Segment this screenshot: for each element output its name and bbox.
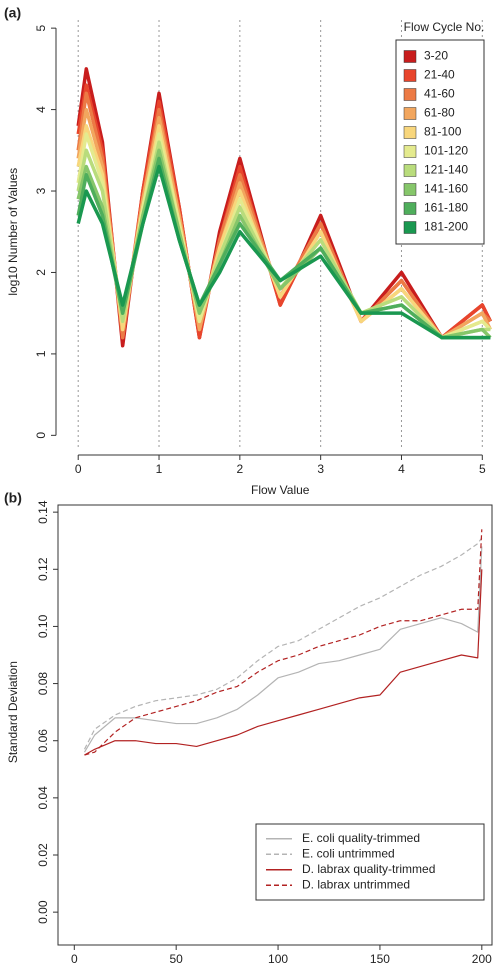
x-tick-label: 100 xyxy=(268,952,288,966)
x-tick-label: 50 xyxy=(169,952,183,966)
legend-swatch xyxy=(403,126,417,139)
legend-swatch xyxy=(403,183,417,196)
y-tick-label: 0 xyxy=(34,432,48,439)
y-tick-label: 5 xyxy=(34,24,48,31)
panel-label: (b) xyxy=(4,490,22,506)
legend-title: Flow Cycle No. xyxy=(404,20,485,34)
series-line xyxy=(83,546,483,753)
y-axis-label: log10 Number of Values xyxy=(6,168,20,296)
x-tick-label: 3 xyxy=(317,462,324,476)
y-tick-label: 0.06 xyxy=(36,729,50,753)
y-tick-label: 0.12 xyxy=(36,557,50,581)
plot-frame xyxy=(57,504,493,946)
x-tick-label: 5 xyxy=(479,462,486,476)
legend-label: 141-160 xyxy=(424,182,468,196)
legend-swatch xyxy=(403,50,417,63)
legend-swatch xyxy=(403,164,417,177)
x-tick-label: 150 xyxy=(370,952,390,966)
legend-label: 41-60 xyxy=(424,87,455,101)
y-tick-label: 0.00 xyxy=(36,900,50,924)
legend-swatch xyxy=(403,88,417,101)
legend-box xyxy=(255,823,485,901)
legend-label: E. coli untrimmed xyxy=(302,846,395,860)
x-tick-label: 4 xyxy=(398,462,405,476)
series-line xyxy=(76,164,491,340)
legend-swatch xyxy=(403,107,417,120)
x-tick-label: 1 xyxy=(156,462,163,476)
y-tick-label: 0.10 xyxy=(36,614,50,638)
x-axis-label: Flow Value xyxy=(251,483,310,497)
legend-swatch xyxy=(403,202,417,215)
legend-label: 3-20 xyxy=(424,49,448,63)
y-tick-label: 0.14 xyxy=(36,500,50,524)
legend-swatch xyxy=(403,69,417,82)
y-tick-label: 2 xyxy=(34,269,48,276)
x-tick-label: 200 xyxy=(472,952,492,966)
legend-swatch xyxy=(403,221,417,234)
y-tick-label: 4 xyxy=(34,106,48,113)
legend-label: 161-180 xyxy=(424,201,468,215)
panel-label: (a) xyxy=(4,5,21,21)
series-line xyxy=(84,529,483,756)
legend-label: 61-80 xyxy=(424,106,455,120)
legend-swatch xyxy=(403,145,417,158)
x-tick-label: 2 xyxy=(236,462,243,476)
legend-label: 21-40 xyxy=(424,68,455,82)
y-tick-label: 3 xyxy=(34,187,48,194)
series-line xyxy=(83,537,483,750)
y-tick-label: 1 xyxy=(34,350,48,357)
legend-label: E. coli quality-trimmed xyxy=(302,831,420,845)
series-line xyxy=(84,569,483,756)
legend-label: D. labrax untrimmed xyxy=(302,877,410,891)
y-tick-label: 0.08 xyxy=(36,672,50,696)
legend-label: 81-100 xyxy=(424,125,462,139)
y-tick-label: 0.04 xyxy=(36,786,50,810)
y-axis-label: Standard Deviation xyxy=(6,661,20,763)
y-tick-label: 0.02 xyxy=(36,843,50,867)
x-tick-label: 0 xyxy=(75,462,82,476)
legend-label: D. labrax quality-trimmed xyxy=(302,862,435,876)
x-tick-label: 0 xyxy=(71,952,78,966)
legend-label: 181-200 xyxy=(424,220,468,234)
legend-label: 121-140 xyxy=(424,163,468,177)
legend-label: 101-120 xyxy=(424,144,468,158)
